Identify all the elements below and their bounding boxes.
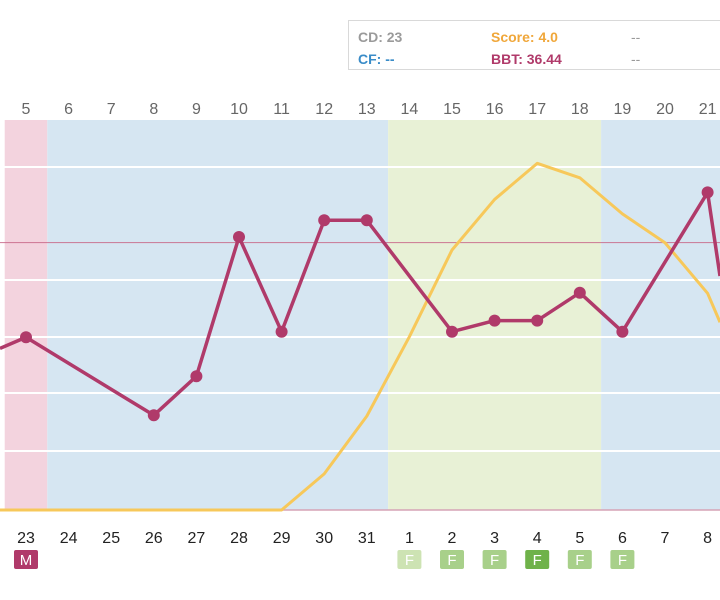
top-day-label: 10 [230, 101, 248, 118]
fertile-badge: F [525, 550, 550, 569]
top-day-label: 18 [571, 101, 589, 118]
band-luteal [601, 120, 720, 510]
score-label: Score: 4.0 [491, 29, 558, 45]
bottom-day-label: 8 [703, 530, 712, 547]
badge-label: M [20, 552, 33, 569]
top-day-label: 9 [192, 101, 201, 118]
temperature-point [190, 370, 203, 383]
bottom-day-label: 6 [618, 530, 627, 547]
bottom-day-label: 27 [188, 530, 206, 547]
top-day-label: 13 [358, 101, 376, 118]
bottom-day-label: 30 [315, 530, 333, 547]
temperature-point [20, 331, 32, 344]
bbt-label: BBT: 36.44 [491, 51, 562, 67]
top-day-label: 21 [699, 101, 717, 118]
top-day-label: 20 [656, 101, 674, 118]
fertile-badge: F [482, 550, 507, 569]
bottom-day-label: 7 [661, 530, 670, 547]
temperature-point [616, 325, 629, 338]
info-placeholder-1: -- [631, 29, 641, 45]
top-day-label: 14 [401, 101, 419, 118]
top-day-label: 12 [315, 101, 333, 118]
fertile-badge: F [610, 550, 635, 569]
badge-bg [14, 550, 38, 569]
cycle-day-label: CD: 23 [358, 29, 403, 45]
score-line [0, 161, 720, 512]
info-box: CD: 23 CF: -- Score: 4.0 BBT: 36.44 -- -… [348, 20, 720, 70]
top-day-label: 16 [486, 101, 504, 118]
badge-bg [610, 550, 635, 569]
badge-label: F [490, 552, 499, 569]
bottom-day-label: 29 [273, 530, 291, 547]
top-day-label: 19 [614, 101, 632, 118]
bottom-day-label: 31 [358, 530, 376, 547]
temperature-point [531, 314, 544, 327]
temperature-point [488, 314, 501, 327]
top-day-label: 17 [528, 101, 546, 118]
bottom-day-label: 26 [145, 530, 163, 547]
fertile-badge: F [567, 550, 592, 569]
top-day-label: 7 [107, 101, 116, 118]
bottom-day-label: 2 [448, 530, 457, 547]
badge-bg [397, 550, 422, 569]
bottom-day-label: 28 [230, 530, 248, 547]
bottom-day-label: 3 [490, 530, 499, 547]
badge-bg [482, 550, 507, 569]
top-day-label: 15 [443, 101, 461, 118]
band-menstrual [4, 120, 48, 510]
temperature-point [275, 325, 288, 338]
fertile-badge: F [440, 550, 464, 569]
temperature-point [701, 186, 714, 199]
badge-label: F [618, 552, 627, 569]
badge-bg [525, 550, 550, 569]
temperature-point [360, 214, 373, 227]
badge-label: F [405, 552, 414, 569]
temperature-point [446, 325, 458, 338]
top-day-label: 8 [149, 101, 158, 118]
badge-bg [567, 550, 592, 569]
info-placeholder-2: -- [631, 51, 641, 67]
band-follicular [47, 120, 389, 510]
bottom-day-label: 1 [405, 530, 414, 547]
bottom-day-label: 4 [533, 530, 542, 547]
temperature-point [147, 409, 160, 422]
bottom-day-label: 5 [575, 530, 584, 547]
badge-bg [440, 550, 464, 569]
cervical-fluid-label: CF: -- [358, 51, 395, 67]
temperature-point [233, 231, 245, 243]
top-day-label: 5 [22, 101, 31, 118]
top-day-label: 11 [273, 101, 290, 118]
badge-label: F [447, 552, 456, 569]
badge-label: F [533, 552, 542, 569]
fertile-badge: F [397, 550, 422, 569]
top-day-label: 6 [64, 101, 73, 118]
bottom-day-label: 23 [17, 530, 35, 547]
temperature-point [318, 214, 331, 227]
bottom-day-label: 24 [60, 530, 78, 547]
menstruation-badge: M [14, 550, 38, 569]
badge-label: F [575, 552, 584, 569]
bottom-day-label: 25 [102, 530, 120, 547]
temperature-point [573, 286, 586, 299]
